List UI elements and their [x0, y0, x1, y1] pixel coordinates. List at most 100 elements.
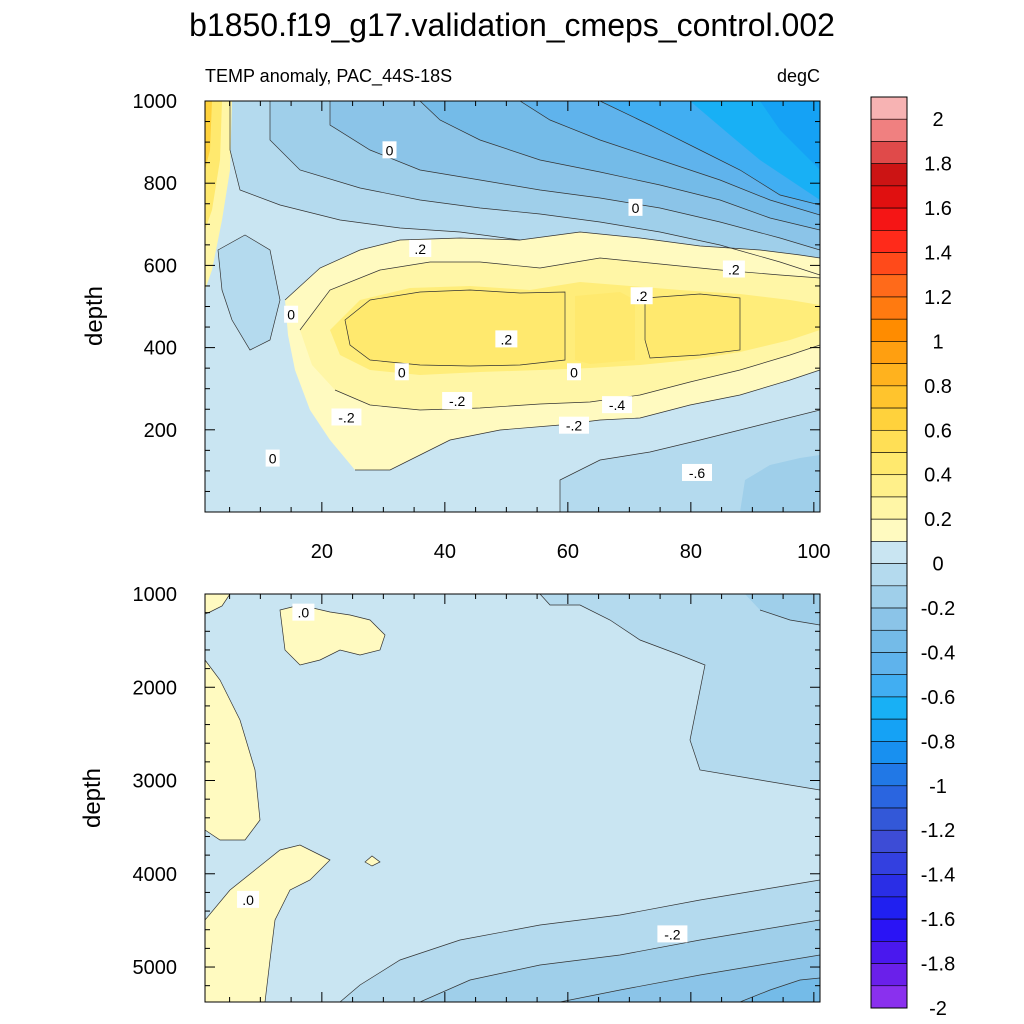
panel-units: degC [777, 66, 820, 86]
contour-label-bg [331, 408, 362, 426]
contour-label-bg [495, 330, 518, 348]
upper-contour-lines [217, 101, 820, 512]
colorbar-label: 1.6 [924, 198, 952, 220]
contour-label-bg [394, 363, 409, 381]
upper-contour-fill [205, 101, 820, 512]
colorbar-label: -1 [929, 776, 947, 798]
colorbar-label: -2 [929, 998, 947, 1020]
colorbar-swatch [870, 341, 908, 364]
colorbar-swatch [870, 452, 908, 476]
upper-x-tick-labels: 20 40 60 80 100 [311, 541, 831, 563]
upper-panel: 20 40 60 80 100 200 400 600 800 1000 0 -.2 -.2 -.2 -… [81, 91, 831, 563]
colorbar-swatch [870, 696, 908, 720]
upper-x-tick-label: 100 [797, 541, 830, 563]
colorbar-swatch [870, 429, 908, 453]
colorbar-swatch [870, 807, 908, 831]
colorbar-swatch [870, 318, 908, 342]
colorbar-label: 1.4 [924, 243, 952, 265]
colorbar-swatch [870, 896, 908, 920]
colorbar-swatch [870, 185, 908, 209]
colorbar-label: 2 [932, 109, 943, 131]
upper-x-tick-label: 60 [557, 541, 579, 563]
upper-contour-labels: 0 -.2 -.2 -.2 -.4 -.6 0 0 .2 0 .2 .2 .2 0 0 [265, 141, 745, 481]
colorbar-swatch [870, 141, 908, 164]
lower-plot-frame [204, 593, 821, 1003]
contour-label-bg [442, 392, 473, 410]
contour-label-bg [284, 305, 299, 323]
colorbar-label: 1 [932, 331, 943, 353]
upper-x-tick-label: 80 [680, 541, 702, 563]
colorbar-frame [870, 96, 908, 1009]
colorbar-label: -1.6 [921, 909, 955, 931]
upper-y-tick-label: 200 [144, 420, 177, 442]
contour-label: -.4 [609, 397, 626, 413]
colorbar-swatch [870, 674, 908, 698]
contour-label: 0 [398, 364, 406, 380]
colorbar-swatch [870, 829, 908, 853]
colorbar-label: -0.8 [921, 731, 955, 753]
colorbar-swatch [870, 918, 908, 942]
contour-label: -.2 [566, 418, 583, 434]
colorbar-label: -1.8 [921, 954, 955, 976]
colorbar-label: 0.4 [924, 465, 952, 487]
colorbar-swatch [870, 563, 908, 587]
colorbar-label: 1.2 [924, 287, 952, 309]
contour-label-bg [657, 925, 688, 943]
colorbar-swatch [870, 941, 908, 964]
lower-panel: 1000 2000 3000 4000 5000 .0 .0 -.2 depth [79, 584, 821, 1003]
contour-label: 0 [570, 364, 578, 380]
colorbar-swatch [870, 652, 908, 676]
upper-x-tick-label: 40 [434, 541, 456, 563]
contour-label-bg [409, 239, 432, 257]
colorbar-label: -1.2 [921, 820, 955, 842]
colorbar-labels: 2 1.8 1.6 1.4 1.2 1 0.8 0.6 0.4 0.2 0 -0.2 -0.4 -0.6 -… [921, 109, 955, 1020]
colorbar-swatch [870, 207, 908, 231]
contour-label-bg [237, 890, 260, 908]
contour-label: .0 [298, 605, 310, 621]
colorbar-swatch [870, 474, 908, 498]
lower-y-tick-label: 5000 [133, 957, 178, 979]
colorbar-swatch [870, 541, 908, 564]
colorbar-swatch [870, 718, 908, 742]
contour-label: -.6 [689, 465, 706, 481]
upper-y-tick-label: 1000 [133, 91, 178, 113]
contour-label: .2 [728, 262, 740, 278]
contour-label-bg [722, 260, 745, 278]
colorbar-swatch [870, 385, 908, 409]
upper-x-tick-label: 20 [311, 541, 333, 563]
contour-label-bg [292, 603, 315, 621]
lower-axis-ticks [205, 594, 820, 1002]
colorbar-label: 0.8 [924, 376, 952, 398]
contour-label-bg [628, 198, 643, 216]
contour-label: .2 [636, 288, 648, 304]
colorbar-swatch [870, 741, 908, 764]
colorbar-swatch [870, 518, 908, 542]
colorbar-label: 1.8 [924, 154, 952, 176]
contour-label-bg [382, 141, 397, 159]
contour-label: 0 [386, 142, 394, 158]
contour-label: -.2 [338, 409, 355, 425]
colorbar [870, 96, 908, 1009]
contour-label: 0 [287, 307, 295, 323]
contour-label: .2 [414, 241, 426, 257]
contour-label-bg [567, 363, 581, 381]
contour-label: -.2 [664, 926, 681, 942]
upper-y-tick-labels: 200 400 600 800 1000 [133, 91, 178, 442]
figure-title: b1850.f19_g17.validation_cmeps_control.0… [189, 7, 835, 43]
lower-contour-fill [205, 594, 820, 1002]
colorbar-swatch [870, 363, 908, 387]
panel-subtitle-left: TEMP anomaly, PAC_44S-18S [205, 66, 452, 87]
contour-label: 0 [269, 451, 277, 467]
colorbar-swatch [870, 296, 908, 320]
colorbar-label: 0.6 [924, 420, 952, 442]
colorbar-swatch [870, 252, 908, 276]
colorbar-label: -0.6 [921, 687, 955, 709]
lower-y-tick-label: 2000 [133, 677, 178, 699]
colorbar-swatch [870, 763, 908, 787]
upper-y-tick-label: 800 [144, 173, 177, 195]
contour-label-bg [265, 449, 280, 467]
contour-label-bg [630, 287, 653, 305]
colorbar-swatch [870, 230, 908, 253]
contour-label: .2 [501, 331, 513, 347]
